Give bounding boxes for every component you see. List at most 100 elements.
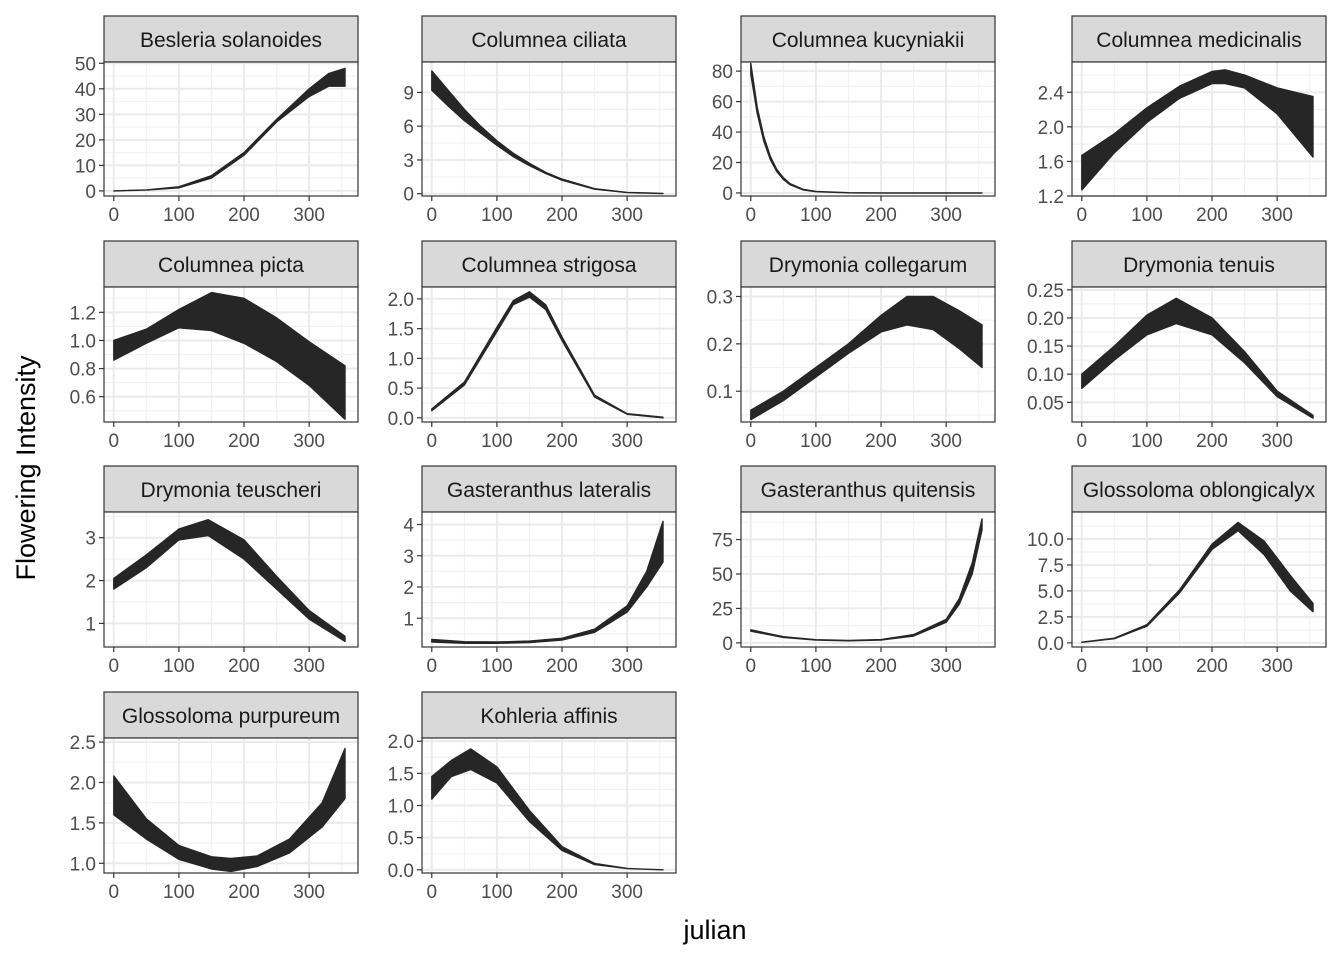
x-tick-label: 100 (1131, 656, 1163, 677)
x-tick-label: 300 (930, 656, 962, 677)
panel-background (741, 512, 995, 647)
panel-border (740, 511, 996, 648)
x-tick-label: 200 (1196, 656, 1228, 677)
ribbon-band (1081, 297, 1314, 419)
x-tick-label: 300 (611, 882, 643, 903)
x-tick-label: 200 (1196, 431, 1228, 452)
ribbon-band (113, 67, 346, 192)
y-tick-label: 1.0 (388, 349, 414, 370)
facet-title: Columnea medicinalis (1096, 29, 1301, 52)
panel-border (103, 511, 359, 648)
y-tick-label: 0.5 (388, 829, 414, 850)
facet-panel: Gasteranthus lateralis 1 2 3 4 0 100 200 300 (403, 465, 677, 677)
x-tick-label: 100 (163, 656, 195, 677)
x-tick-label: 300 (611, 431, 643, 452)
x-tick-label: 0 (426, 431, 437, 452)
facet-strip (740, 240, 996, 288)
y-tick-label: 0.2 (707, 335, 733, 356)
y-tick-label: 1.0 (70, 331, 96, 352)
y-tick-label: 0.10 (1027, 365, 1064, 386)
facet-title: Drymonia tenuis (1123, 254, 1275, 277)
x-tick-label: 100 (163, 205, 195, 226)
x-tick-label: 300 (1261, 656, 1293, 677)
y-tick-label: 10 (75, 156, 96, 177)
y-tick-label: 2.0 (70, 773, 96, 794)
y-tick-label: 2.0 (388, 290, 414, 311)
y-tick-label: 3 (403, 547, 414, 568)
facet-panel: Drymonia collegarum 0.1 0.2 0.3 0 100 200 300 (707, 240, 996, 452)
facet-title: Columnea ciliata (471, 29, 627, 52)
x-tick-label: 200 (228, 431, 260, 452)
facet-panel: Glossoloma purpureum 1.0 1.5 2.0 2.5 0 100 200 3… (70, 691, 359, 903)
y-tick-label: 2 (403, 578, 414, 599)
facet-title: Drymonia teuscheri (141, 479, 322, 502)
facet-strip (103, 691, 359, 739)
x-tick-label: 100 (800, 656, 832, 677)
y-tick-label: 3 (85, 529, 96, 550)
y-tick-label: 0.20 (1027, 309, 1064, 330)
y-tick-label: 6 (403, 117, 414, 138)
facet-strip (421, 691, 677, 739)
y-tick-label: 1 (85, 614, 96, 635)
x-tick-label: 200 (1196, 205, 1228, 226)
x-tick-label: 200 (865, 431, 897, 452)
y-tick-label: 2.5 (70, 733, 96, 754)
y-tick-label: 0.25 (1027, 281, 1064, 302)
facet-title: Drymonia collegarum (769, 254, 967, 277)
y-tick-label: 1.5 (70, 814, 96, 835)
x-tick-label: 0 (108, 431, 119, 452)
x-tick-label: 0 (108, 656, 119, 677)
facet-panel: Besleria solanoides 0 10 20 30 40 50 0 100 200 300 (75, 15, 359, 226)
facet-panel: Drymonia teuscheri 1 2 3 0 100 200 300 (85, 465, 359, 677)
facet-strip (103, 465, 359, 513)
y-tick-label: 50 (75, 54, 96, 75)
x-tick-label: 300 (1261, 431, 1293, 452)
panel-border (740, 286, 996, 423)
y-tick-label: 1.0 (70, 854, 96, 875)
facet-title: Besleria solanoides (140, 29, 322, 52)
x-tick-label: 100 (800, 431, 832, 452)
facet-panel: Columnea kucyniakii 0 20 40 60 80 0 100 200 300 (712, 15, 996, 226)
y-tick-label: 2.5 (1038, 608, 1064, 629)
panel-background (422, 512, 676, 647)
ribbon-band (1081, 521, 1314, 643)
ribbon-band (1081, 69, 1314, 191)
y-tick-label: 1.0 (388, 797, 414, 818)
facet-strip (1071, 240, 1327, 288)
y-tick-label: 1.2 (1038, 187, 1064, 208)
y-tick-label: 20 (75, 131, 96, 152)
x-tick-label: 200 (546, 656, 578, 677)
ribbon-band (431, 520, 664, 644)
y-tick-label: 1.6 (1038, 152, 1064, 173)
y-tick-label: 0 (403, 185, 414, 206)
facet-strip (1071, 15, 1327, 63)
facet-panel: Glossoloma oblongicalyx 0.0 2.5 5.0 7.5 10.0 0… (1027, 465, 1327, 677)
panel-border (740, 61, 996, 197)
y-tick-label: 40 (712, 123, 733, 144)
y-tick-label: 9 (403, 83, 414, 104)
panel-border (421, 61, 677, 197)
y-tick-label: 0 (722, 634, 733, 655)
y-tick-label: 7.5 (1038, 556, 1064, 577)
x-tick-label: 0 (426, 656, 437, 677)
panel-background (741, 62, 995, 196)
facet-strip (740, 15, 996, 63)
y-tick-label: 20 (712, 154, 733, 175)
x-tick-label: 300 (611, 205, 643, 226)
x-tick-label: 0 (745, 431, 756, 452)
panel-border (421, 511, 677, 648)
y-tick-label: 2 (85, 572, 96, 593)
ribbon-band (750, 518, 983, 642)
x-tick-label: 200 (865, 656, 897, 677)
ribbon-band (750, 62, 983, 194)
panel-border (103, 61, 359, 197)
y-tick-label: 0.0 (1038, 634, 1064, 655)
facet-title: Gasteranthus quitensis (761, 479, 976, 502)
y-tick-label: 0.15 (1027, 337, 1064, 358)
ribbon-band (431, 748, 664, 871)
x-tick-label: 100 (481, 431, 513, 452)
x-tick-label: 0 (1076, 431, 1087, 452)
y-tick-label: 5.0 (1038, 582, 1064, 603)
ribbon-band (113, 519, 346, 643)
